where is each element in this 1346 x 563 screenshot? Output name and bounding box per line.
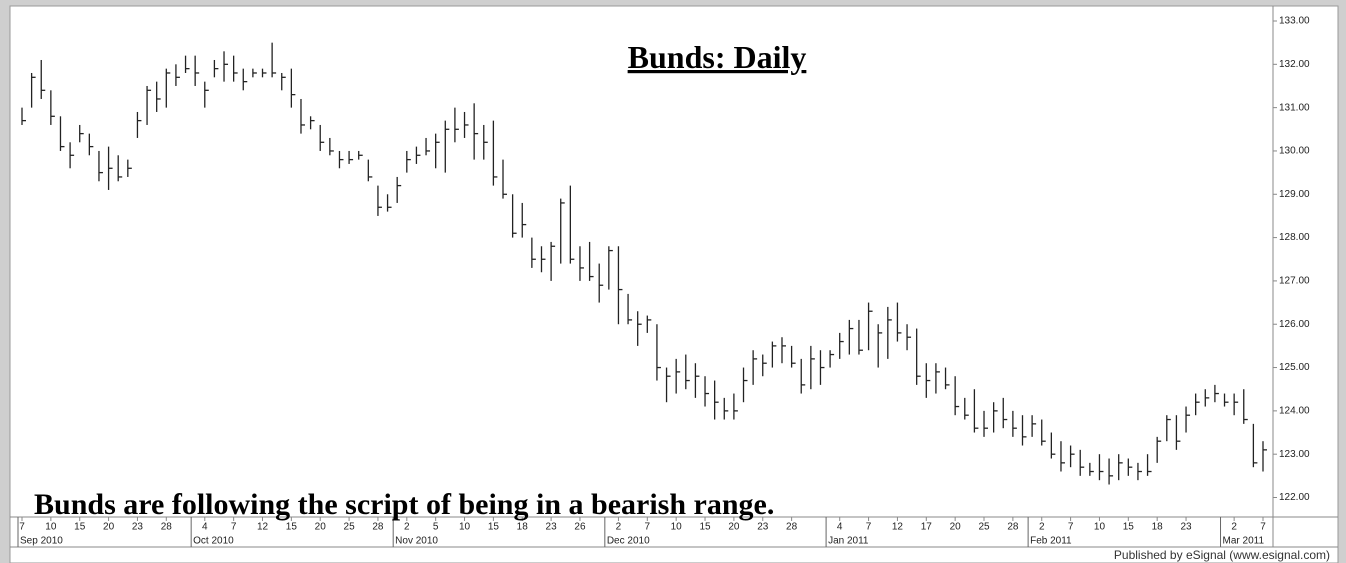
x-tick-label: 12	[892, 522, 904, 533]
x-tick-label: 17	[921, 522, 933, 533]
x-tick-label: 15	[1123, 522, 1135, 533]
x-tick-label: 7	[645, 522, 651, 533]
x-tick-label: 10	[459, 522, 471, 533]
x-tick-label: 7	[1068, 522, 1074, 533]
y-tick-label: 124.00	[1279, 406, 1310, 417]
x-tick-label: 25	[344, 522, 356, 533]
x-tick-label: 20	[950, 522, 962, 533]
x-tick-label: 20	[728, 522, 740, 533]
x-tick-label: 10	[1094, 522, 1106, 533]
x-tick-label: 5	[433, 522, 439, 533]
y-tick-label: 122.00	[1279, 492, 1310, 503]
month-label: Nov 2010	[395, 536, 438, 547]
y-tick-label: 128.00	[1279, 232, 1310, 243]
y-tick-label: 131.00	[1279, 102, 1310, 113]
x-tick-label: 15	[74, 522, 86, 533]
x-tick-label: 10	[45, 522, 57, 533]
x-tick-label: 23	[132, 522, 144, 533]
x-tick-label: 7	[1260, 522, 1266, 533]
x-tick-label: 25	[978, 522, 990, 533]
chart-frame	[9, 5, 1339, 563]
y-tick-label: 129.00	[1279, 189, 1310, 200]
y-tick-label: 127.00	[1279, 276, 1310, 287]
x-tick-label: 7	[19, 522, 25, 533]
x-tick-label: 28	[161, 522, 173, 533]
month-label: Jan 2011	[828, 536, 869, 547]
x-tick-label: 15	[488, 522, 500, 533]
y-tick-label: 130.00	[1279, 146, 1310, 157]
x-tick-label: 20	[103, 522, 115, 533]
x-tick-label: 23	[757, 522, 769, 533]
x-tick-label: 15	[699, 522, 711, 533]
x-tick-label: 4	[837, 522, 843, 533]
x-tick-label: 28	[372, 522, 384, 533]
credit: Published by eSignal (www.esignal.com)	[1114, 548, 1330, 562]
y-tick-label: 126.00	[1279, 319, 1310, 330]
x-tick-label: 2	[616, 522, 622, 533]
y-tick-label: 125.00	[1279, 362, 1310, 373]
month-label: Dec 2010	[607, 536, 650, 547]
x-tick-label: 2	[1039, 522, 1045, 533]
x-tick-label: 7	[231, 522, 237, 533]
x-tick-label: 23	[1180, 522, 1192, 533]
x-tick-label: 26	[574, 522, 586, 533]
month-label: Feb 2011	[1030, 536, 1072, 547]
x-tick-label: 2	[1231, 522, 1237, 533]
x-tick-label: 28	[786, 522, 798, 533]
y-tick-label: 123.00	[1279, 449, 1310, 460]
x-tick-label: 18	[1152, 522, 1164, 533]
annotation: Bunds are following the script of being …	[34, 488, 774, 521]
month-label: Mar 2011	[1223, 536, 1265, 547]
x-tick-label: 23	[546, 522, 558, 533]
x-tick-label: 15	[286, 522, 298, 533]
x-tick-label: 18	[517, 522, 529, 533]
x-tick-label: 2	[404, 522, 410, 533]
month-label: Sep 2010	[20, 536, 63, 547]
chart-title: Bunds: Daily	[628, 39, 807, 75]
x-tick-label: 28	[1007, 522, 1019, 533]
y-tick-label: 132.00	[1279, 59, 1310, 70]
x-tick-label: 4	[202, 522, 208, 533]
x-tick-label: 12	[257, 522, 269, 533]
month-label: Oct 2010	[193, 536, 234, 547]
x-tick-label: 7	[866, 522, 872, 533]
y-tick-label: 133.00	[1279, 16, 1310, 27]
x-tick-label: 10	[671, 522, 683, 533]
x-tick-label: 20	[315, 522, 327, 533]
